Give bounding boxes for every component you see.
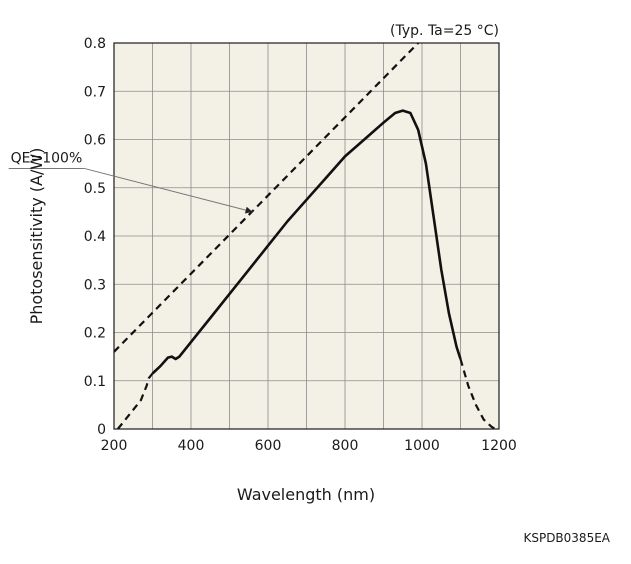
series-line-dashed xyxy=(113,42,419,353)
y-tick-label: 0 xyxy=(97,422,106,438)
series-line-dashed xyxy=(116,372,154,430)
y-tick-label: 0.1 xyxy=(84,374,106,390)
figure-code: KSPDB0385EA xyxy=(523,531,610,545)
x-tick-label: 1000 xyxy=(404,438,440,454)
x-tick-label: 1200 xyxy=(481,438,517,454)
series-line-solid xyxy=(151,109,462,375)
y-tick-label: 0.3 xyxy=(84,277,106,293)
annotations: QE=100% xyxy=(8,150,253,214)
axis-ticks: 200 400 600 800 1000 1200 0 0.1 0.2 0.3 0.4 0.5 0.6 0… xyxy=(84,36,517,454)
y-tick-label: 0.6 xyxy=(84,133,106,149)
data-series xyxy=(113,42,496,430)
y-tick-label: 0.8 xyxy=(84,36,106,52)
x-tick-label: 800 xyxy=(332,438,359,454)
y-tick-label: 0.2 xyxy=(84,326,106,342)
x-tick-label: 600 xyxy=(255,438,282,454)
grid-lines xyxy=(114,43,499,429)
plot-frame xyxy=(113,42,500,430)
y-tick-label: 0.4 xyxy=(84,229,106,245)
y-tick-label: 0.5 xyxy=(84,181,106,197)
x-axis-title: Wavelength (nm) xyxy=(237,485,375,504)
x-tick-label: 400 xyxy=(178,438,205,454)
x-tick-label: 200 xyxy=(101,438,128,454)
annotation-arrowhead xyxy=(244,206,253,214)
annotation-label: QE=100% xyxy=(11,150,83,166)
y-tick-label: 0.7 xyxy=(84,84,106,100)
series-line-dashed xyxy=(459,358,496,430)
y-axis-title: Photosensitivity (A/W) xyxy=(27,148,46,325)
annotation-leader xyxy=(84,167,253,213)
condition-note: (Typ. Ta=25 °C) xyxy=(390,23,499,39)
